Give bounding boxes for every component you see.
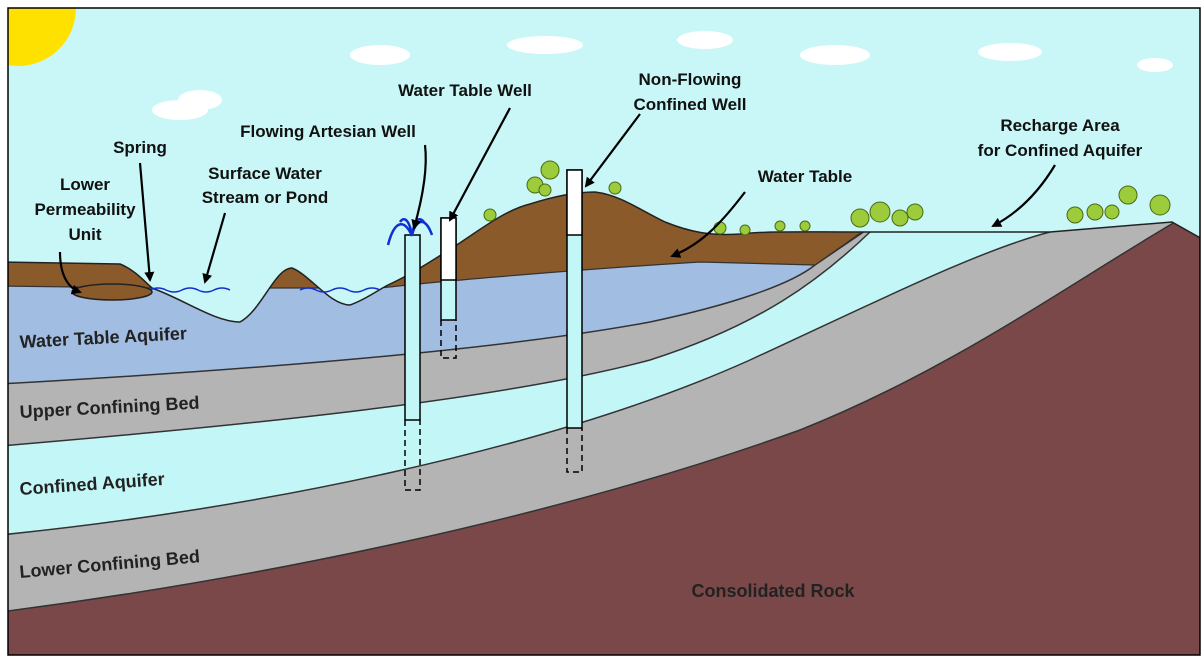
callout-label: Confined Well	[633, 95, 746, 114]
non-flowing-confined-well	[566, 169, 583, 473]
callout-label: Unit	[68, 225, 101, 244]
callout-label: Flowing Artesian Well	[240, 122, 416, 141]
callout-label: Permeability	[34, 200, 136, 219]
water-table-well	[440, 217, 457, 359]
callout-label: Water Table	[758, 167, 852, 186]
callout-label: Recharge Area	[1000, 116, 1120, 135]
arrows	[58, 107, 1056, 295]
sun	[8, 8, 76, 66]
callout-label: for Confined Aquifer	[978, 141, 1143, 160]
surface-water	[149, 287, 381, 293]
callout-label: Surface Water	[208, 164, 322, 183]
callout-label: Water Table Well	[398, 81, 532, 100]
callout-label: Stream or Pond	[202, 188, 329, 207]
layer-label: Consolidated Rock	[691, 581, 855, 601]
flowing-artesian-well	[386, 218, 434, 491]
lower-permeability-lens	[71, 283, 153, 301]
vegetation	[483, 160, 1171, 236]
frame	[7, 7, 1201, 656]
callout-label: Spring	[113, 138, 167, 157]
callout-label: Lower	[60, 175, 110, 194]
callout-label: Non-Flowing	[639, 70, 742, 89]
clouds	[152, 31, 1173, 120]
